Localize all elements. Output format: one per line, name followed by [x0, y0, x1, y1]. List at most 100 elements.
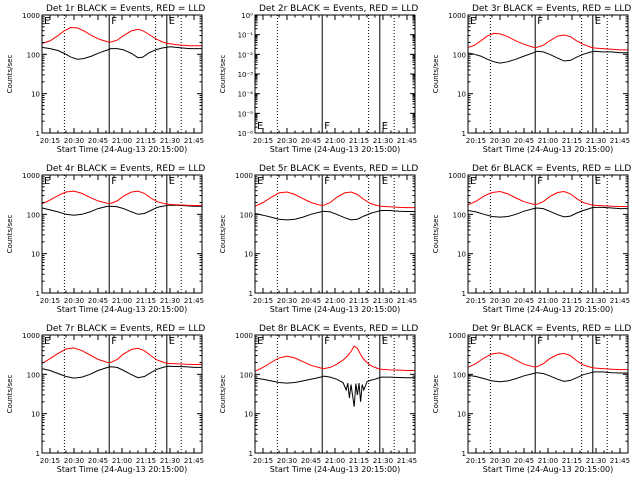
- x-tick-label: 21:30: [160, 137, 180, 145]
- y-tick-label: 1000: [448, 12, 466, 20]
- x-tick-label: 20:30: [490, 297, 510, 305]
- annotation-label: E: [470, 336, 476, 347]
- annotation-label: E: [257, 176, 263, 187]
- x-tick-label: 21:00: [112, 137, 132, 145]
- panel-title: Det 8r BLACK = Events, RED = LLD: [259, 324, 418, 334]
- x-axis-label: Start Time (24-Aug-13 20:15:00): [270, 145, 401, 154]
- panel-1: Det 1r BLACK = Events, RED = LLD Counts/s…: [6, 4, 205, 154]
- plot-frame: [254, 334, 416, 454]
- x-axis-label: Start Time (24-Aug-13 20:15:00): [57, 465, 188, 474]
- annotation-label: E: [44, 176, 50, 187]
- y-tick-label: 100: [240, 371, 253, 379]
- y-tick-label: 1: [36, 130, 40, 138]
- events-series-line: [254, 375, 415, 407]
- x-tick-label: 21:45: [610, 137, 630, 145]
- plot-frame: [41, 334, 203, 454]
- panel-2: Det 2r BLACK = Events, RED = LLD Counts/s…: [219, 4, 418, 154]
- panel-title: Det 5r BLACK = Events, RED = LLD: [259, 164, 418, 174]
- lld-series-line: [467, 190, 628, 207]
- y-tick-label: 1: [36, 290, 40, 298]
- x-tick-label: 21:15: [562, 137, 582, 145]
- y-axis-label: Counts/sec: [219, 215, 227, 254]
- annotation-label: E: [595, 336, 601, 347]
- y-tick-label: 1: [249, 290, 253, 298]
- x-tick-label: 20:30: [490, 137, 510, 145]
- annotation-label: E: [382, 176, 388, 187]
- y-tick-label: 1000: [235, 332, 253, 340]
- panel-title: Det 6r BLACK = Events, RED = LLD: [472, 164, 631, 174]
- x-tick-label: 21:45: [184, 137, 204, 145]
- y-tick-label: 100: [240, 211, 253, 219]
- y-tick-label: 100: [453, 51, 466, 59]
- y-tick-label: 1: [462, 130, 466, 138]
- x-tick-label: 20:30: [64, 457, 84, 465]
- x-tick-label: 20:15: [466, 457, 486, 465]
- x-axis-label: Start Time (24-Aug-13 20:15:00): [57, 305, 188, 314]
- y-tick-label: 10: [244, 251, 253, 259]
- x-tick-label: 21:30: [160, 457, 180, 465]
- y-tick-label: 100: [27, 211, 40, 219]
- annotation-label: F: [111, 16, 117, 27]
- x-tick-label: 20:30: [277, 137, 297, 145]
- panel-5: Det 5r BLACK = Events, RED = LLD Counts/s…: [219, 164, 418, 314]
- x-tick-label: 21:00: [112, 457, 132, 465]
- annotation-label: F: [111, 336, 117, 347]
- y-axis-label: Counts/sec: [6, 375, 14, 414]
- x-tick-label: 20:30: [64, 137, 84, 145]
- panel-title: Det 2r BLACK = Events, RED = LLD: [259, 4, 418, 14]
- events-series-line: [254, 210, 415, 221]
- lld-series-line: [41, 190, 202, 206]
- x-axis-label: Start Time (24-Aug-13 20:15:00): [57, 145, 188, 154]
- x-axis-label: Start Time (24-Aug-13 20:15:00): [483, 145, 614, 154]
- plot-frame: [467, 14, 629, 134]
- y-tick-label: 10: [31, 251, 40, 259]
- plot-frame: [41, 174, 203, 294]
- y-tick-label: 1000: [448, 172, 466, 180]
- panel-title: Det 3r BLACK = Events, RED = LLD: [472, 4, 631, 14]
- lld-series-line: [41, 26, 202, 47]
- x-tick-label: 20:45: [301, 457, 321, 465]
- x-tick-label: 21:15: [562, 457, 582, 465]
- annotation-label: E: [470, 176, 476, 187]
- y-tick-label: 10⁻⁶: [238, 130, 254, 138]
- x-tick-label: 21:00: [112, 297, 132, 305]
- annotation-label: E: [382, 336, 388, 347]
- y-tick-label: 100: [27, 51, 40, 59]
- x-tick-label: 21:15: [349, 297, 369, 305]
- y-axis-label: Counts/sec: [6, 215, 14, 254]
- annotation-label: F: [537, 336, 543, 347]
- plot-frame: [41, 14, 203, 134]
- x-tick-label: 20:15: [466, 297, 486, 305]
- y-axis-label: Counts/sec: [432, 55, 440, 94]
- annotation-label: E: [595, 16, 601, 27]
- panel-6: Det 6r BLACK = Events, RED = LLD Counts/s…: [432, 164, 631, 314]
- events-series-line: [467, 371, 628, 383]
- y-tick-label: 1: [36, 450, 40, 458]
- y-axis-label: Counts/sec: [432, 375, 440, 414]
- x-tick-label: 20:30: [64, 297, 84, 305]
- annotation-label: E: [169, 336, 175, 347]
- x-tick-label: 21:45: [397, 297, 417, 305]
- panel-7: Det 7r BLACK = Events, RED = LLD Counts/s…: [6, 324, 205, 474]
- y-tick-label: 1000: [22, 172, 40, 180]
- annotation-label: F: [324, 121, 330, 132]
- panel-9: Det 9r BLACK = Events, RED = LLD Counts/s…: [432, 324, 631, 474]
- x-tick-label: 20:15: [40, 457, 60, 465]
- x-tick-label: 20:15: [253, 137, 273, 145]
- y-tick-label: 10⁻²: [238, 51, 254, 59]
- y-tick-label: 10⁻¹: [238, 32, 254, 40]
- x-axis-label: Start Time (24-Aug-13 20:15:00): [483, 465, 614, 474]
- y-tick-label: 1000: [235, 172, 253, 180]
- annotation-label: E: [44, 16, 50, 27]
- y-tick-label: 1: [462, 450, 466, 458]
- x-tick-label: 21:30: [373, 297, 393, 305]
- lld-series-line: [41, 347, 202, 365]
- x-tick-label: 21:00: [325, 137, 345, 145]
- annotation-label: E: [44, 336, 50, 347]
- x-tick-label: 20:45: [88, 457, 108, 465]
- lld-series-line: [254, 191, 415, 209]
- x-tick-label: 20:45: [88, 297, 108, 305]
- panel-title: Det 7r BLACK = Events, RED = LLD: [46, 324, 205, 334]
- annotation-label: E: [382, 121, 388, 132]
- y-tick-label: 1000: [22, 332, 40, 340]
